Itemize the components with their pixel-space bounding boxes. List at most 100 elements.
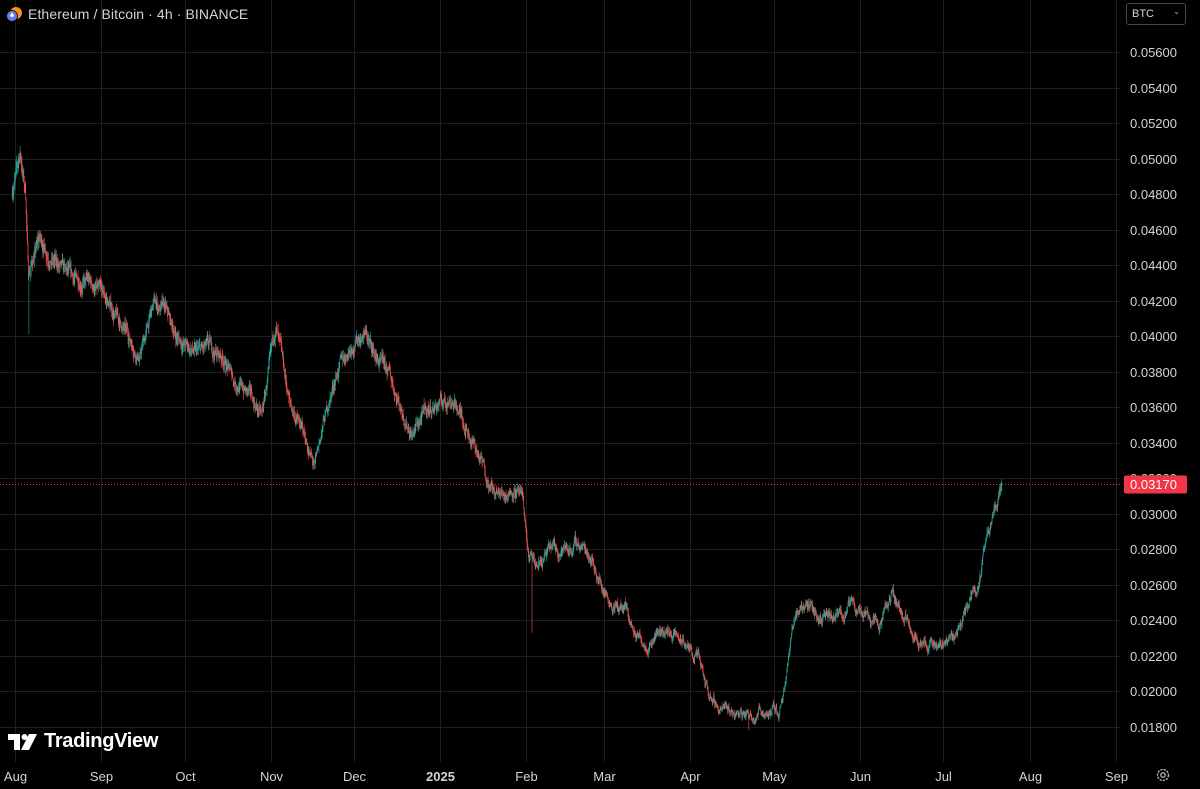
candle-body xyxy=(469,438,471,440)
candle-body xyxy=(67,268,69,270)
candle-body xyxy=(577,545,578,547)
candle-body xyxy=(487,480,488,483)
candle-body xyxy=(874,617,875,622)
candle-body xyxy=(146,325,148,327)
candle-body xyxy=(739,711,741,716)
candle-body xyxy=(93,286,94,289)
candle-body xyxy=(922,641,923,644)
candle-body xyxy=(425,406,427,410)
candle-body xyxy=(930,638,932,642)
candle-body xyxy=(334,383,336,385)
candle-body xyxy=(623,610,625,611)
candle-body xyxy=(93,286,95,290)
symbol-header[interactable]: Ethereum / Bitcoin · 4h · BINANCE xyxy=(6,4,248,24)
gear-icon[interactable] xyxy=(1154,766,1172,784)
candle-body xyxy=(333,387,334,389)
candle-body xyxy=(637,634,639,637)
candle-body xyxy=(635,634,637,639)
candle-body xyxy=(26,210,27,223)
candle-body xyxy=(38,239,40,241)
candle-body xyxy=(817,616,818,618)
price-axis[interactable]: 0.018000.020000.022000.024000.026000.028… xyxy=(1130,45,1177,735)
candle-body xyxy=(790,637,792,641)
candle-body xyxy=(788,653,789,660)
candle-body xyxy=(504,496,505,499)
candle-body xyxy=(37,239,39,242)
candle-body xyxy=(36,245,37,250)
candle-body xyxy=(880,621,882,623)
candle-body xyxy=(439,403,440,404)
candle-body xyxy=(633,630,634,634)
candle-body xyxy=(433,407,435,412)
candle-body xyxy=(62,259,63,262)
candle-body xyxy=(536,565,537,566)
candle-body xyxy=(579,547,581,550)
candle-body xyxy=(566,549,568,551)
candle-body xyxy=(531,551,532,555)
candle-body xyxy=(203,346,205,347)
candle-body xyxy=(897,605,898,607)
candle-body xyxy=(194,345,196,348)
candle-body xyxy=(884,606,885,608)
candle-body xyxy=(877,622,878,624)
candle-body xyxy=(828,612,829,615)
candle-body xyxy=(522,491,523,494)
candle-body xyxy=(244,388,246,390)
candle-body xyxy=(238,388,240,392)
candle-body xyxy=(772,705,773,710)
candle-body xyxy=(957,628,959,634)
candle-body xyxy=(777,714,779,716)
candle-body xyxy=(664,634,666,637)
candle-body xyxy=(380,358,381,359)
candle-body xyxy=(853,602,855,605)
candle-body xyxy=(118,315,119,320)
candle-body xyxy=(947,639,949,640)
candle-body xyxy=(350,349,351,352)
candle-body xyxy=(192,350,194,352)
candle-body xyxy=(500,491,502,492)
currency-selector[interactable]: BTC ⌄ xyxy=(1126,3,1186,25)
candle-body xyxy=(175,337,177,340)
candle-body xyxy=(721,708,722,710)
candle-body xyxy=(733,712,735,714)
y-tick-label: 0.02200 xyxy=(1130,649,1177,664)
candle-body xyxy=(163,303,165,308)
candle-body xyxy=(889,599,891,602)
candle-body xyxy=(576,541,577,545)
candle-body xyxy=(551,546,553,548)
candle-body xyxy=(143,338,144,343)
candle-body xyxy=(677,634,678,636)
candle-body xyxy=(30,271,31,274)
candle-body xyxy=(978,585,980,586)
candle-body xyxy=(260,409,261,411)
candle-body xyxy=(261,410,263,412)
candle-body xyxy=(981,571,982,577)
candle-body xyxy=(949,636,951,638)
candle-body xyxy=(717,707,719,709)
candle-body xyxy=(156,307,158,308)
candle-body xyxy=(985,538,987,542)
candle-body xyxy=(689,646,691,651)
candle-body xyxy=(517,486,519,489)
candle-body xyxy=(406,423,408,427)
candle-body xyxy=(986,533,988,538)
candle-body xyxy=(683,638,684,644)
candle-body xyxy=(333,386,335,388)
candle-body xyxy=(220,357,222,361)
candle-body xyxy=(796,610,798,616)
candle-body xyxy=(424,409,426,411)
candle-body xyxy=(932,644,934,645)
candle-body xyxy=(654,636,655,640)
candle-body xyxy=(348,351,349,354)
candle-body xyxy=(783,689,784,696)
time-axis[interactable]: Aug Sep Oct Nov Dec 2025 Feb Mar Apr May Jun Jul Aug… xyxy=(4,769,1128,784)
candle-body xyxy=(729,710,730,712)
candle-body xyxy=(773,703,775,707)
candle-body xyxy=(104,292,105,296)
candle-body xyxy=(548,542,549,547)
candle-body xyxy=(686,646,688,647)
candle-body xyxy=(381,356,383,358)
candle-body xyxy=(958,626,959,629)
candle-body xyxy=(629,622,631,624)
